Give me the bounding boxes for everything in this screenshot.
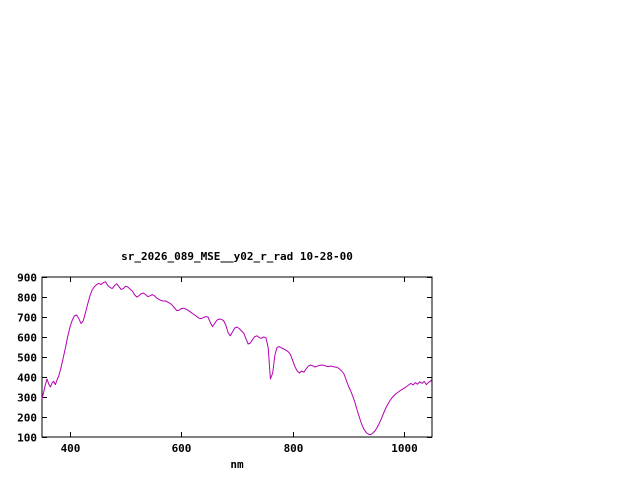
x-tick-label: 800: [284, 442, 304, 455]
y-tick-label: 100: [17, 432, 37, 445]
y-tick-label: 800: [17, 292, 37, 305]
spectrum-series-line: [41, 281, 433, 436]
x-tick-label: 1000: [391, 442, 418, 455]
y-tick-label: 300: [17, 392, 37, 405]
x-axis-label: nm: [230, 458, 244, 471]
y-tick-label: 900: [17, 272, 37, 285]
y-tick-label: 500: [17, 352, 37, 365]
chart-title: sr_2026_089_MSE__y02_r_rad 10-28-00: [121, 250, 353, 263]
y-tick-label: 400: [17, 372, 37, 385]
y-tick-label: 200: [17, 412, 37, 425]
y-tick-label: 700: [17, 312, 37, 325]
x-tick-label: 600: [172, 442, 192, 455]
y-tick-label: 600: [17, 332, 37, 345]
x-tick-label: 400: [61, 442, 81, 455]
plot-border: [41, 276, 433, 438]
